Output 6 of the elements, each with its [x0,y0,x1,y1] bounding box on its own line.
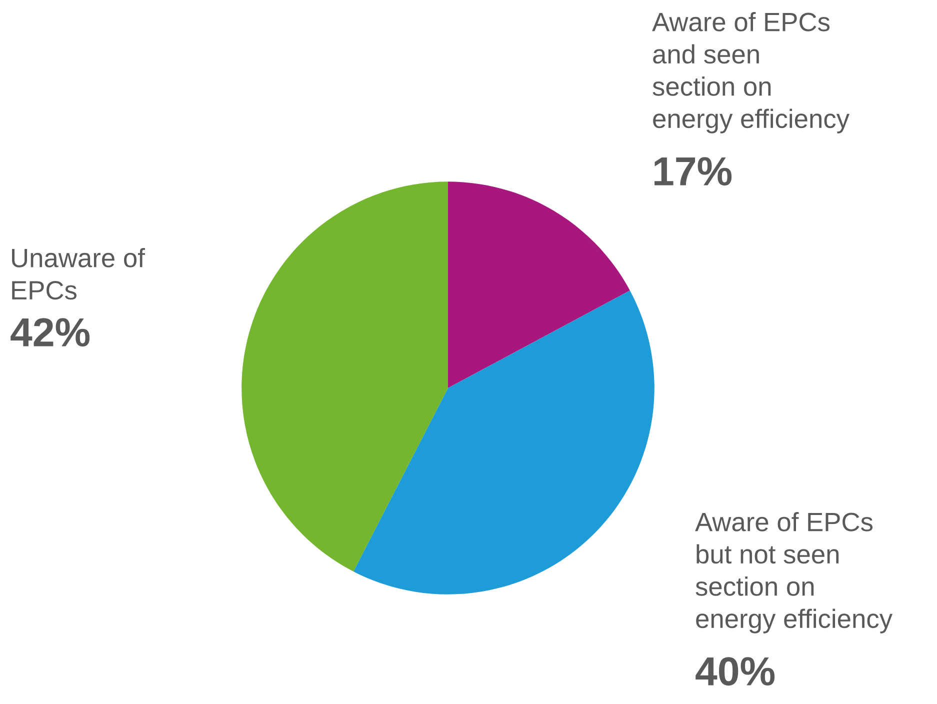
slice-label: Aware of EPCs and seen section on energy efficiency [652,12,850,134]
data-label: 42% [10,318,90,347]
slice-label: Aware of EPCs but not seen section on energy efficiency [695,512,893,634]
data-label: 40% [696,657,775,686]
data-label: 17% [654,157,732,186]
slice-label: Unaware of EPCs [12,248,145,300]
